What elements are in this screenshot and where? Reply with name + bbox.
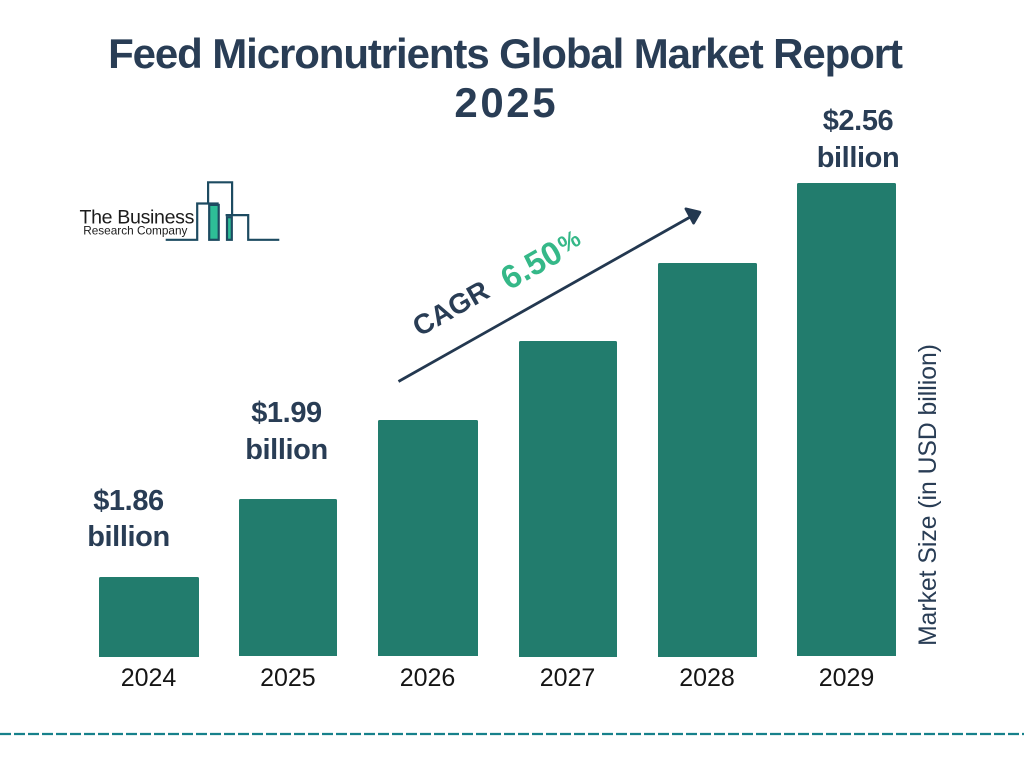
svg-text:Research Company: Research Company [83,223,187,237]
svg-text:CAGR: CAGR [407,275,494,343]
svg-text:The Business: The Business [80,207,195,229]
